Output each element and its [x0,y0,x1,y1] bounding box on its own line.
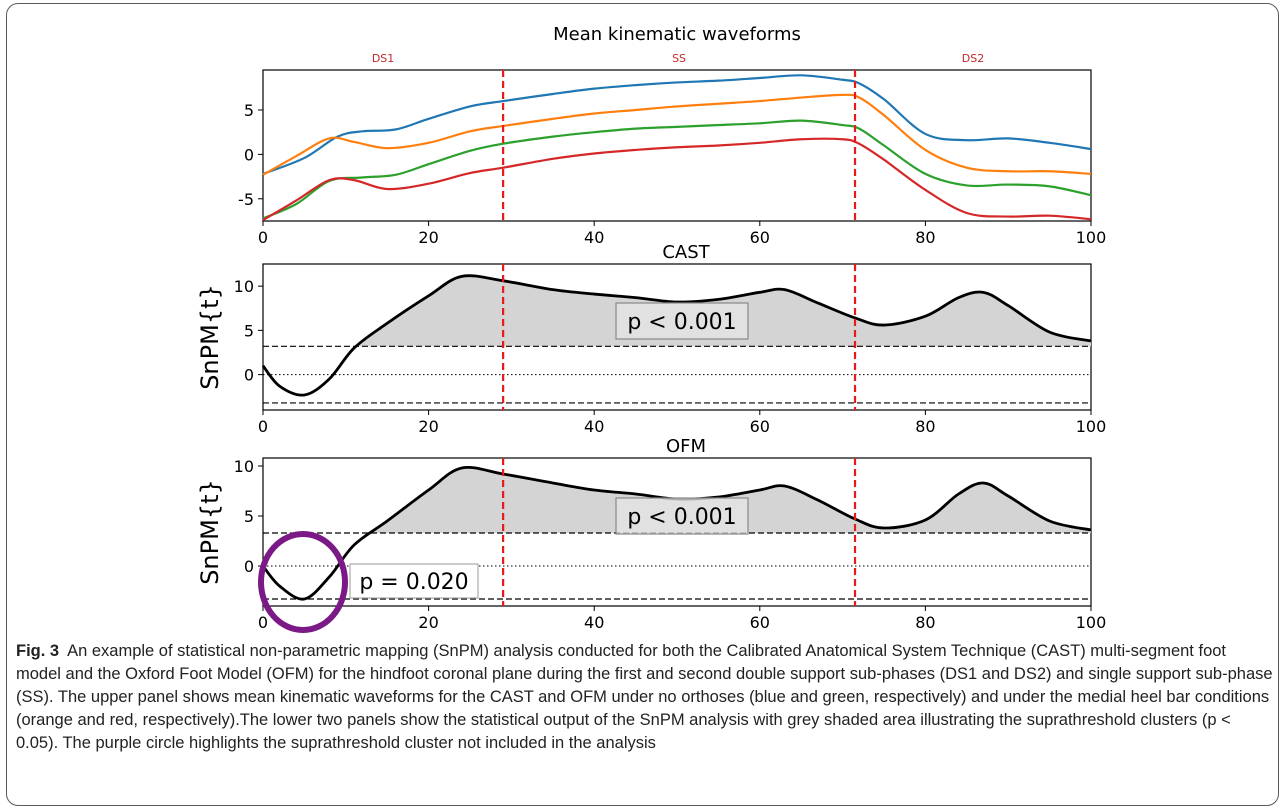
ofm-p-value-label-secondary: p = 0.020 [359,570,468,595]
waveforms-x-tick-label: 40 [584,228,604,247]
cast-snpm-curve [261,274,1092,397]
cast-x-tick-label: 20 [418,417,438,436]
cast-x-tick-label: 100 [1076,417,1107,436]
ofm-x-tick-label: 100 [1076,613,1107,632]
cast-x-tick-label: 40 [584,417,604,436]
cast-p-value-label: p < 0.001 [627,310,736,335]
waveforms-x-tick-label: 100 [1076,228,1107,247]
cast-title: CAST [662,242,710,263]
figure-caption: Fig. 3 An example of statistical non-para… [16,640,1274,755]
ofm-y-axis-label: SnPM{t} [196,479,224,585]
waveforms-x-tick-label: 80 [915,228,935,247]
waveform-line-1 [262,74,1092,175]
cast-y-tick-label: 5 [244,321,254,340]
waveform-line-2 [262,93,1092,176]
ofm-x-tick-label: 80 [915,613,935,632]
ofm-x-tick-label: 20 [418,613,438,632]
waveform-line-3 [262,119,1092,220]
ofm-y-tick-label: 0 [244,557,254,576]
waveforms-y-tick-label: 5 [244,101,254,120]
waveforms-y-tick-label: -5 [238,190,254,209]
waveforms-x-tick-label: 60 [750,228,770,247]
waveforms-x-tick-label: 20 [418,228,438,247]
highlight-circle [258,531,348,633]
waveforms-y-tick-label: 0 [244,145,254,164]
ofm-y-tick-label: 5 [244,507,254,526]
waveforms-axes-frame [262,69,1092,222]
ofm-x-tick-label: 40 [584,613,604,632]
ofm-y-tick-label: 10 [234,457,254,476]
phase-label-ds2: DS2 [962,52,984,65]
cast-x-tick-label: 0 [258,417,268,436]
phase-label-ss: SS [672,52,686,65]
phase-label-ds1: DS1 [372,52,394,65]
ofm-title: OFM [666,436,706,457]
ofm-p-value-label-secondary-box [349,563,479,599]
ofm-x-tick-label: 60 [750,613,770,632]
ofm-p-value-label-main: p < 0.001 [627,505,736,530]
caption-text: An example of statistical non-parametric… [16,642,1273,752]
waveform-line-4 [262,137,1092,222]
ofm-x-tick-label: 0 [258,613,268,632]
cast-x-tick-label: 60 [750,417,770,436]
cast-x-tick-label: 80 [915,417,935,436]
cast-y-tick-label: 0 [244,366,254,385]
waveforms-x-tick-label: 0 [258,228,268,247]
caption-label: Fig. 3 [16,642,60,660]
figure-frame [6,3,1279,806]
ofm-p-value-label-main-box [615,497,749,535]
cast-y-tick-label: 10 [234,277,254,296]
waveforms-title: Mean kinematic waveforms [553,24,801,45]
cast-axes-frame [262,263,1092,411]
cast-p-value-label-box [615,302,749,340]
cast-y-axis-label: SnPM{t} [196,284,224,390]
